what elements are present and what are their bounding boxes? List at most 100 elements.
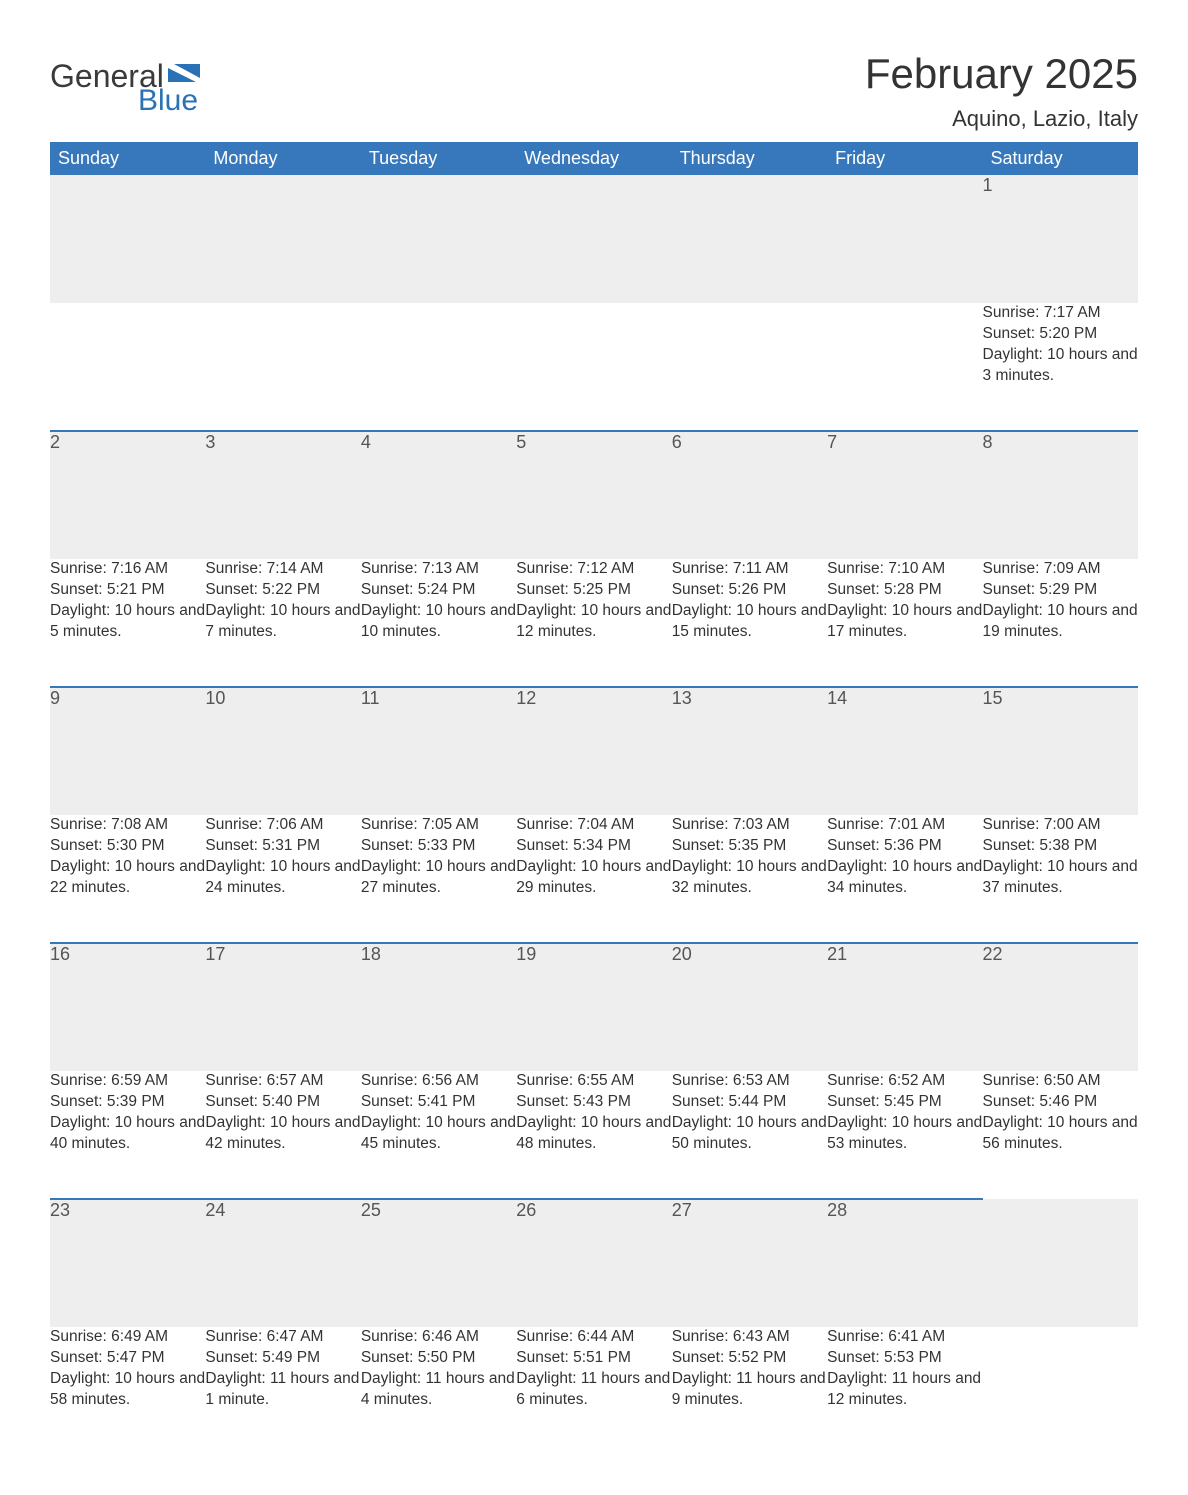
- empty-day-info: [827, 303, 982, 431]
- empty-day: [827, 175, 982, 303]
- weekday-header: Tuesday: [361, 142, 516, 175]
- brand-logo: General Blue: [50, 60, 202, 116]
- day-info: Sunrise: 7:08 AMSunset: 5:30 PMDaylight:…: [50, 815, 205, 943]
- day-info: Sunrise: 7:00 AMSunset: 5:38 PMDaylight:…: [983, 815, 1138, 943]
- day-info: Sunrise: 7:17 AMSunset: 5:20 PMDaylight:…: [983, 303, 1138, 431]
- sunset-line: Sunset: 5:24 PM: [361, 580, 516, 601]
- daylight-line: Daylight: 10 hours and 56 minutes.: [983, 1113, 1138, 1155]
- week-daynum-row: 1: [50, 175, 1138, 303]
- daylight-line: Daylight: 10 hours and 22 minutes.: [50, 857, 205, 899]
- week-daynum-row: 2345678: [50, 431, 1138, 559]
- week-info-row: Sunrise: 7:16 AMSunset: 5:21 PMDaylight:…: [50, 559, 1138, 687]
- sunrise-line: Sunrise: 7:11 AM: [672, 559, 827, 580]
- weekday-header: Saturday: [983, 142, 1138, 175]
- day-info: Sunrise: 6:56 AMSunset: 5:41 PMDaylight:…: [361, 1071, 516, 1199]
- daylight-line: Daylight: 11 hours and 4 minutes.: [361, 1369, 516, 1411]
- day-number: 21: [827, 943, 982, 1071]
- week-daynum-row: 9101112131415: [50, 687, 1138, 815]
- sunset-line: Sunset: 5:39 PM: [50, 1092, 205, 1113]
- calendar-page: General Blue February 2025 Aquino, Lazio…: [0, 0, 1188, 1495]
- day-info: Sunrise: 6:49 AMSunset: 5:47 PMDaylight:…: [50, 1327, 205, 1455]
- week-info-row: Sunrise: 7:08 AMSunset: 5:30 PMDaylight:…: [50, 815, 1138, 943]
- day-number: 12: [516, 687, 671, 815]
- brand-blue: Blue: [138, 86, 202, 116]
- day-number: 6: [672, 431, 827, 559]
- empty-day: [361, 175, 516, 303]
- day-number: 15: [983, 687, 1138, 815]
- day-info: Sunrise: 7:04 AMSunset: 5:34 PMDaylight:…: [516, 815, 671, 943]
- day-number: 9: [50, 687, 205, 815]
- sunset-line: Sunset: 5:26 PM: [672, 580, 827, 601]
- sunset-line: Sunset: 5:30 PM: [50, 836, 205, 857]
- day-number: 25: [361, 1199, 516, 1327]
- sunrise-line: Sunrise: 7:16 AM: [50, 559, 205, 580]
- sunset-line: Sunset: 5:50 PM: [361, 1348, 516, 1369]
- sunset-line: Sunset: 5:49 PM: [205, 1348, 360, 1369]
- sunrise-line: Sunrise: 7:08 AM: [50, 815, 205, 836]
- brand-triangle-icon: [168, 62, 202, 86]
- empty-day-info: [361, 303, 516, 431]
- day-info: Sunrise: 6:43 AMSunset: 5:52 PMDaylight:…: [672, 1327, 827, 1455]
- daylight-line: Daylight: 11 hours and 9 minutes.: [672, 1369, 827, 1411]
- sunrise-line: Sunrise: 6:44 AM: [516, 1327, 671, 1348]
- sunset-line: Sunset: 5:33 PM: [361, 836, 516, 857]
- daylight-line: Daylight: 10 hours and 48 minutes.: [516, 1113, 671, 1155]
- daylight-line: Daylight: 10 hours and 3 minutes.: [983, 345, 1138, 387]
- sunrise-line: Sunrise: 6:56 AM: [361, 1071, 516, 1092]
- calendar-table: SundayMondayTuesdayWednesdayThursdayFrid…: [50, 142, 1138, 1455]
- sunrise-line: Sunrise: 6:53 AM: [672, 1071, 827, 1092]
- weekday-header-row: SundayMondayTuesdayWednesdayThursdayFrid…: [50, 142, 1138, 175]
- day-info: Sunrise: 6:44 AMSunset: 5:51 PMDaylight:…: [516, 1327, 671, 1455]
- day-number: 17: [205, 943, 360, 1071]
- week-info-row: Sunrise: 6:59 AMSunset: 5:39 PMDaylight:…: [50, 1071, 1138, 1199]
- sunrise-line: Sunrise: 6:50 AM: [983, 1071, 1138, 1092]
- month-title: February 2025: [865, 50, 1138, 98]
- day-info: Sunrise: 7:12 AMSunset: 5:25 PMDaylight:…: [516, 559, 671, 687]
- sunset-line: Sunset: 5:36 PM: [827, 836, 982, 857]
- sunset-line: Sunset: 5:25 PM: [516, 580, 671, 601]
- week-daynum-row: 16171819202122: [50, 943, 1138, 1071]
- daylight-line: Daylight: 10 hours and 27 minutes.: [361, 857, 516, 899]
- sunset-line: Sunset: 5:38 PM: [983, 836, 1138, 857]
- empty-day-info: [205, 303, 360, 431]
- day-info: Sunrise: 6:57 AMSunset: 5:40 PMDaylight:…: [205, 1071, 360, 1199]
- day-info: Sunrise: 6:59 AMSunset: 5:39 PMDaylight:…: [50, 1071, 205, 1199]
- day-number: 13: [672, 687, 827, 815]
- sunrise-line: Sunrise: 6:41 AM: [827, 1327, 982, 1348]
- location: Aquino, Lazio, Italy: [865, 106, 1138, 132]
- daylight-line: Daylight: 10 hours and 53 minutes.: [827, 1113, 982, 1155]
- daylight-line: Daylight: 10 hours and 10 minutes.: [361, 601, 516, 643]
- sunrise-line: Sunrise: 7:13 AM: [361, 559, 516, 580]
- sunset-line: Sunset: 5:40 PM: [205, 1092, 360, 1113]
- empty-day: [983, 1199, 1138, 1327]
- day-number: 27: [672, 1199, 827, 1327]
- empty-day: [50, 175, 205, 303]
- daylight-line: Daylight: 10 hours and 34 minutes.: [827, 857, 982, 899]
- sunrise-line: Sunrise: 6:46 AM: [361, 1327, 516, 1348]
- day-number: 16: [50, 943, 205, 1071]
- day-number: 5: [516, 431, 671, 559]
- day-number: 14: [827, 687, 982, 815]
- day-info: Sunrise: 6:46 AMSunset: 5:50 PMDaylight:…: [361, 1327, 516, 1455]
- empty-day-info: [672, 303, 827, 431]
- daylight-line: Daylight: 10 hours and 17 minutes.: [827, 601, 982, 643]
- day-number: 8: [983, 431, 1138, 559]
- sunset-line: Sunset: 5:43 PM: [516, 1092, 671, 1113]
- day-info: Sunrise: 7:16 AMSunset: 5:21 PMDaylight:…: [50, 559, 205, 687]
- sunrise-line: Sunrise: 6:57 AM: [205, 1071, 360, 1092]
- day-info: Sunrise: 6:55 AMSunset: 5:43 PMDaylight:…: [516, 1071, 671, 1199]
- sunrise-line: Sunrise: 6:55 AM: [516, 1071, 671, 1092]
- daylight-line: Daylight: 10 hours and 12 minutes.: [516, 601, 671, 643]
- sunrise-line: Sunrise: 7:10 AM: [827, 559, 982, 580]
- day-number: 11: [361, 687, 516, 815]
- day-info: Sunrise: 6:52 AMSunset: 5:45 PMDaylight:…: [827, 1071, 982, 1199]
- daylight-line: Daylight: 11 hours and 1 minute.: [205, 1369, 360, 1411]
- sunset-line: Sunset: 5:22 PM: [205, 580, 360, 601]
- sunset-line: Sunset: 5:47 PM: [50, 1348, 205, 1369]
- day-info: Sunrise: 6:53 AMSunset: 5:44 PMDaylight:…: [672, 1071, 827, 1199]
- daylight-line: Daylight: 10 hours and 32 minutes.: [672, 857, 827, 899]
- day-number: 3: [205, 431, 360, 559]
- daylight-line: Daylight: 10 hours and 58 minutes.: [50, 1369, 205, 1411]
- daylight-line: Daylight: 11 hours and 12 minutes.: [827, 1369, 982, 1411]
- day-info: Sunrise: 6:41 AMSunset: 5:53 PMDaylight:…: [827, 1327, 982, 1455]
